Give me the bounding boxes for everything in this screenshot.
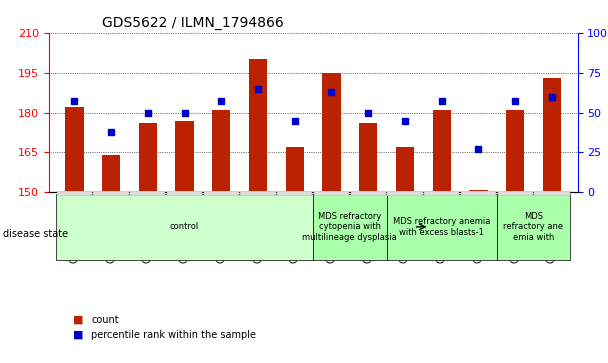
- FancyBboxPatch shape: [167, 191, 202, 196]
- Text: MDS
refractory ane
emia with: MDS refractory ane emia with: [503, 212, 564, 242]
- FancyBboxPatch shape: [277, 191, 313, 196]
- Text: MDS refractory anemia
with excess blasts-1: MDS refractory anemia with excess blasts…: [393, 217, 491, 237]
- FancyBboxPatch shape: [314, 191, 349, 196]
- Text: count: count: [91, 315, 119, 325]
- FancyBboxPatch shape: [351, 191, 386, 196]
- FancyBboxPatch shape: [497, 194, 570, 260]
- FancyBboxPatch shape: [387, 191, 423, 196]
- Text: disease state: disease state: [3, 229, 68, 239]
- Text: ■: ■: [73, 315, 83, 325]
- Text: MDS refractory
cytopenia with
multilineage dysplasia: MDS refractory cytopenia with multilinea…: [302, 212, 397, 242]
- FancyBboxPatch shape: [313, 194, 387, 260]
- FancyBboxPatch shape: [461, 191, 496, 196]
- Text: GDS5622 / ILMN_1794866: GDS5622 / ILMN_1794866: [102, 16, 283, 30]
- Bar: [212, 110, 230, 192]
- FancyBboxPatch shape: [497, 191, 533, 196]
- Bar: [469, 190, 488, 192]
- FancyBboxPatch shape: [424, 191, 459, 196]
- FancyBboxPatch shape: [94, 191, 129, 196]
- Bar: [396, 147, 414, 192]
- FancyBboxPatch shape: [57, 191, 92, 196]
- Bar: [359, 123, 378, 192]
- FancyBboxPatch shape: [130, 191, 165, 196]
- Bar: [249, 59, 267, 192]
- FancyBboxPatch shape: [534, 191, 570, 196]
- Bar: [102, 155, 120, 192]
- Bar: [175, 121, 194, 192]
- FancyBboxPatch shape: [204, 191, 239, 196]
- Text: percentile rank within the sample: percentile rank within the sample: [91, 330, 256, 340]
- Text: control: control: [170, 223, 199, 231]
- FancyBboxPatch shape: [56, 194, 313, 260]
- Bar: [506, 110, 524, 192]
- Bar: [322, 73, 340, 192]
- Bar: [543, 78, 561, 192]
- Text: ■: ■: [73, 330, 83, 340]
- FancyBboxPatch shape: [240, 191, 275, 196]
- Bar: [139, 123, 157, 192]
- Bar: [65, 107, 83, 192]
- Bar: [286, 147, 304, 192]
- FancyBboxPatch shape: [387, 194, 497, 260]
- Bar: [432, 110, 451, 192]
